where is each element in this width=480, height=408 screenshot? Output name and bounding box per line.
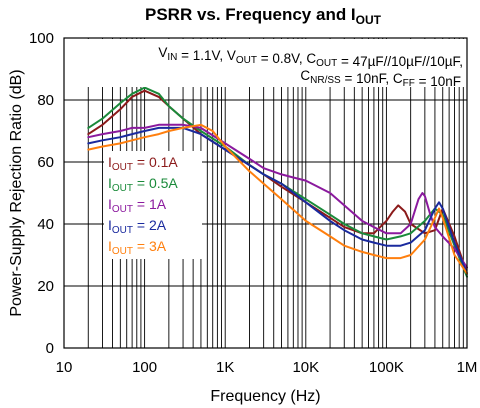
legend-item-4: IOUT = 2A	[108, 217, 167, 236]
legend-item-5: IOUT = 3A	[108, 238, 167, 257]
legend-value: = 0.5A	[133, 175, 178, 191]
x-tick-label: 10	[56, 359, 73, 376]
y-tick-label: 100	[29, 30, 54, 47]
legend-symbol: I	[108, 238, 112, 254]
x-tick-label: 100	[132, 359, 157, 376]
legend-value: = 0.1A	[133, 154, 178, 170]
annotation-subscript: FF	[403, 78, 415, 89]
annotation-subscript: NR/SS	[310, 75, 341, 86]
legend-value: = 3A	[133, 238, 167, 254]
chart-title: PSRR vs. Frequency and IOUT	[145, 5, 382, 27]
legend-symbol: I	[108, 217, 112, 233]
x-axis-label: Frequency (Hz)	[210, 388, 320, 405]
legend-symbol: I	[108, 154, 112, 170]
legend-background	[104, 151, 202, 259]
y-tick-label: 60	[37, 154, 54, 171]
series-line-3	[87, 123, 468, 269]
annotation-segment: = 1.1V, V	[177, 48, 235, 63]
series-line-1	[87, 89, 468, 275]
annotation-box: VIN = 1.1V, VOUT = 0.8V, COUT = 47µF//10…	[78, 39, 465, 89]
annotation-background	[78, 39, 465, 87]
legend-item-1: IOUT = 0.1A	[108, 154, 178, 173]
x-tick-label: 100K	[369, 359, 404, 376]
legend-item-2: IOUT = 0.5A	[108, 175, 178, 194]
legend-subscript: OUT	[112, 183, 133, 194]
y-tick-label: 20	[37, 278, 54, 295]
annotation-segment: = 10nF	[415, 74, 461, 89]
legend-subscript: OUT	[112, 225, 133, 236]
legend-subscript: OUT	[112, 204, 133, 215]
x-tick-label: 1K	[216, 359, 234, 376]
annotation-segment: V	[158, 45, 167, 60]
annotation-segment: = 47µF//10µF//10µF,	[337, 54, 463, 69]
annotation-line-1: VIN = 1.1V, VOUT = 0.8V, COUT = 47µF//10…	[158, 45, 463, 69]
y-axis-label: Power-Supply Rejection Ratio (dB)	[8, 69, 25, 316]
series-layer	[87, 86, 468, 278]
chart-title-main: PSRR vs. Frequency and I	[145, 5, 356, 24]
annotation-subscript: OUT	[316, 58, 337, 69]
annotation-subscript: IN	[167, 52, 177, 63]
annotation-segment: = 10nF, C	[341, 71, 403, 86]
series-line-5	[87, 123, 468, 275]
x-tick-label: 10K	[292, 359, 319, 376]
legend-symbol: I	[108, 196, 112, 212]
y-axis-ticks: 0 20 40 60 80 100	[29, 30, 54, 357]
legend-value: = 2A	[133, 217, 167, 233]
annotation-subscript: OUT	[236, 55, 257, 66]
series-line-4	[87, 126, 468, 275]
annotation-line-2: CNR/SS = 10nF, CFF = 10nF	[300, 68, 461, 89]
x-axis-ticks: 10 100 1K 10K 100K 1M	[56, 359, 478, 376]
legend-subscript: OUT	[112, 162, 133, 173]
plot-frame	[63, 37, 468, 349]
legend-subscript: OUT	[112, 246, 133, 257]
y-tick-label: 0	[46, 340, 54, 357]
annotation-segment: C	[300, 68, 310, 83]
legend-symbol: I	[108, 175, 112, 191]
x-tick-label: 1M	[457, 359, 478, 376]
y-tick-label: 40	[37, 216, 54, 233]
annotation-segment: = 0.8V, C	[257, 51, 316, 66]
chart-title-subscript: OUT	[356, 13, 382, 27]
series-line-2	[87, 86, 468, 278]
legend-item-3: IOUT = 1A	[108, 196, 167, 215]
legend-value: = 1A	[133, 196, 167, 212]
y-tick-label: 80	[37, 92, 54, 109]
